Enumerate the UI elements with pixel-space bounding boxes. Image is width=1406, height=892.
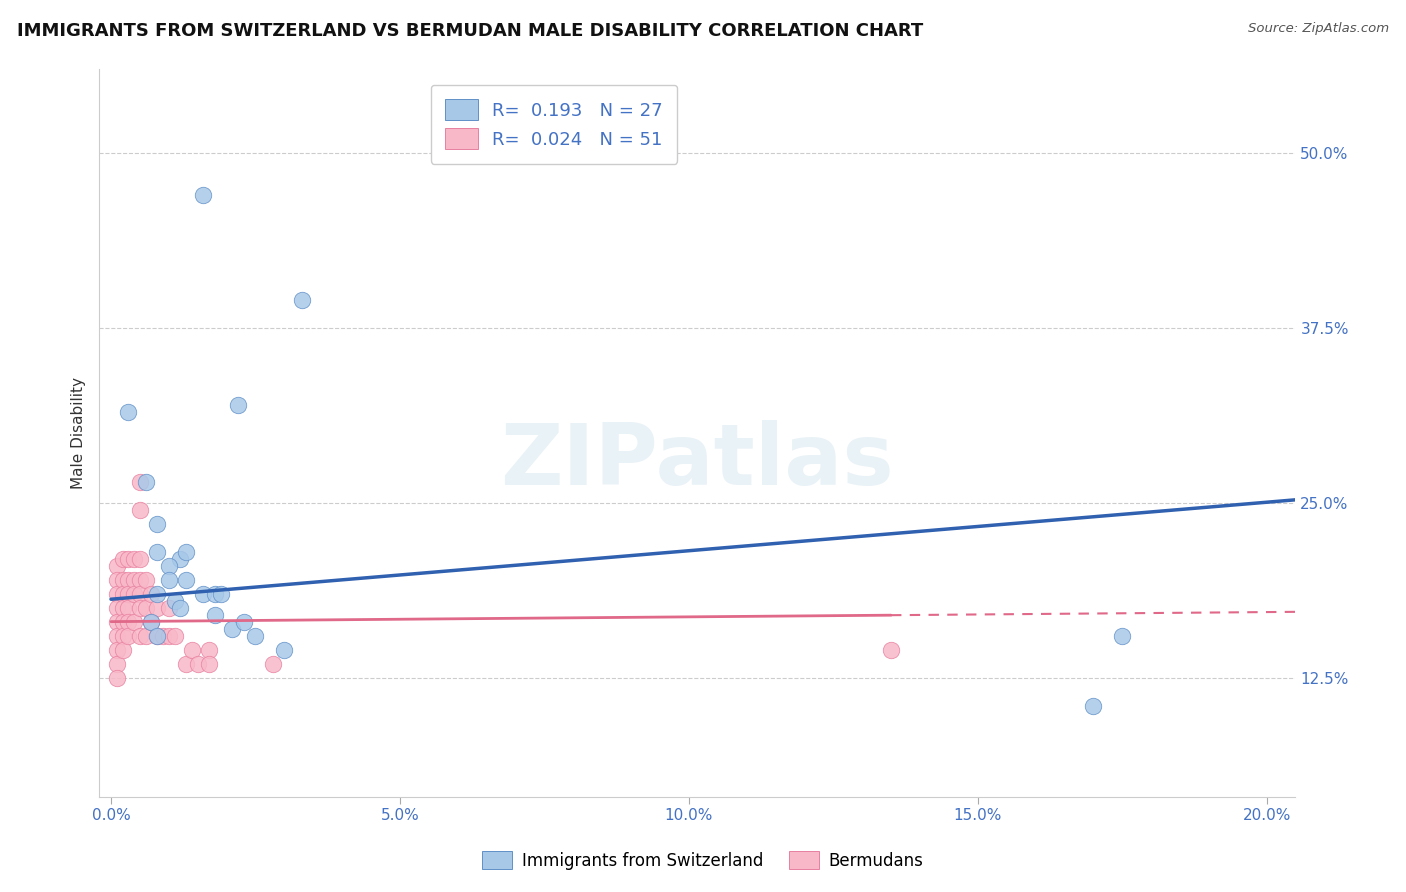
Text: ZIPatlas: ZIPatlas — [501, 420, 894, 503]
Point — [169, 600, 191, 615]
Point — [135, 629, 157, 643]
Point — [105, 558, 128, 573]
Point — [146, 544, 169, 558]
Point — [1111, 629, 1133, 643]
Point — [128, 600, 150, 615]
Point — [157, 600, 180, 615]
Point — [204, 587, 226, 601]
Point — [146, 516, 169, 531]
Point — [141, 615, 163, 629]
Point — [111, 551, 134, 566]
Point — [117, 600, 139, 615]
Point — [141, 587, 163, 601]
Point — [128, 573, 150, 587]
Point — [193, 187, 215, 202]
Point — [105, 657, 128, 671]
Legend: Immigrants from Switzerland, Bermudans: Immigrants from Switzerland, Bermudans — [475, 845, 931, 877]
Point — [262, 657, 284, 671]
Point — [146, 629, 169, 643]
Point — [174, 573, 197, 587]
Point — [111, 573, 134, 587]
Point — [105, 629, 128, 643]
Point — [128, 629, 150, 643]
Point — [273, 642, 295, 657]
Point — [105, 600, 128, 615]
Point — [111, 600, 134, 615]
Point — [105, 615, 128, 629]
Point — [174, 657, 197, 671]
Point — [128, 551, 150, 566]
Point — [209, 587, 232, 601]
Point — [174, 544, 197, 558]
Point — [105, 642, 128, 657]
Point — [111, 642, 134, 657]
Point — [152, 629, 174, 643]
Point — [193, 587, 215, 601]
Point — [157, 558, 180, 573]
Text: IMMIGRANTS FROM SWITZERLAND VS BERMUDAN MALE DISABILITY CORRELATION CHART: IMMIGRANTS FROM SWITZERLAND VS BERMUDAN … — [17, 22, 924, 40]
Point — [198, 657, 221, 671]
Point — [105, 671, 128, 685]
Point — [157, 629, 180, 643]
Text: Source: ZipAtlas.com: Source: ZipAtlas.com — [1249, 22, 1389, 36]
Point — [1083, 698, 1105, 713]
Point — [117, 587, 139, 601]
Point — [122, 587, 145, 601]
Point — [146, 629, 169, 643]
Point — [122, 615, 145, 629]
Point — [135, 600, 157, 615]
Point — [187, 657, 209, 671]
Point — [122, 551, 145, 566]
Point — [163, 629, 186, 643]
Point — [880, 642, 903, 657]
Point — [105, 573, 128, 587]
Point — [128, 587, 150, 601]
Point — [128, 475, 150, 489]
Point — [135, 573, 157, 587]
Point — [146, 587, 169, 601]
Point — [111, 587, 134, 601]
Point — [105, 587, 128, 601]
Point — [291, 293, 314, 307]
Point — [128, 502, 150, 516]
Point — [245, 629, 267, 643]
Point — [232, 615, 254, 629]
Point — [204, 607, 226, 622]
Point — [135, 475, 157, 489]
Point — [198, 642, 221, 657]
Point — [169, 551, 191, 566]
Point — [221, 622, 243, 636]
Point — [111, 629, 134, 643]
Point — [163, 593, 186, 607]
Point — [117, 629, 139, 643]
Y-axis label: Male Disability: Male Disability — [72, 376, 86, 489]
Point — [111, 615, 134, 629]
Point — [117, 404, 139, 418]
Point — [226, 398, 249, 412]
Point — [180, 642, 202, 657]
Point — [117, 551, 139, 566]
Point — [157, 573, 180, 587]
Legend: R=  0.193   N = 27, R=  0.024   N = 51: R= 0.193 N = 27, R= 0.024 N = 51 — [430, 85, 678, 163]
Point — [117, 615, 139, 629]
Point — [122, 573, 145, 587]
Point — [146, 600, 169, 615]
Point — [117, 573, 139, 587]
Point — [141, 615, 163, 629]
